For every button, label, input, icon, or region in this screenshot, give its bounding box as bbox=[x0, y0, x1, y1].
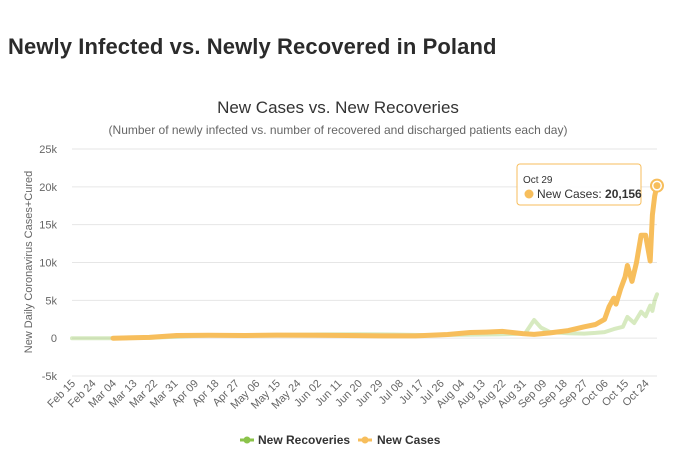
chart-subtitle: (Number of newly infected vs. number of … bbox=[109, 123, 568, 137]
tooltip-box bbox=[516, 163, 642, 206]
series-line-new-cases bbox=[110, 183, 660, 341]
y-tick-label: 25k bbox=[39, 144, 57, 156]
y-axis-label: New Daily Coronavirus Cases+Cured bbox=[23, 171, 35, 354]
chart-title: New Cases vs. New Recoveries bbox=[217, 98, 459, 117]
y-tick-label: -5k bbox=[42, 371, 58, 383]
legend-marker-new-recoveries[interactable] bbox=[243, 436, 251, 444]
y-tick-label: 10k bbox=[39, 258, 57, 270]
tooltip-label: New Cases: bbox=[537, 187, 605, 201]
highlight-point-center bbox=[653, 182, 661, 190]
legend[interactable]: New Recoveries New Cases bbox=[240, 433, 441, 447]
y-tick-label: 5k bbox=[45, 295, 57, 307]
page-title: Newly Infected vs. Newly Recovered in Po… bbox=[8, 34, 497, 59]
tooltip-date: Oct 29 bbox=[523, 175, 553, 186]
tooltip-series-dot bbox=[524, 189, 534, 199]
legend-label-new-cases[interactable]: New Cases bbox=[377, 433, 441, 447]
tooltip-text: New Cases: 20,156 bbox=[537, 187, 642, 201]
y-tick-label: 20k bbox=[39, 182, 57, 194]
series-group bbox=[70, 183, 660, 341]
y-tick-label: 15k bbox=[39, 220, 57, 232]
legend-marker-new-cases[interactable] bbox=[361, 436, 369, 444]
legend-label-new-recoveries[interactable]: New Recoveries bbox=[258, 433, 350, 447]
y-axis: -5k 0 5k 10k 15k 20k 25k bbox=[39, 144, 57, 383]
tooltip-value: 20,156 bbox=[605, 187, 642, 201]
y-tick-label: 0 bbox=[51, 333, 57, 345]
